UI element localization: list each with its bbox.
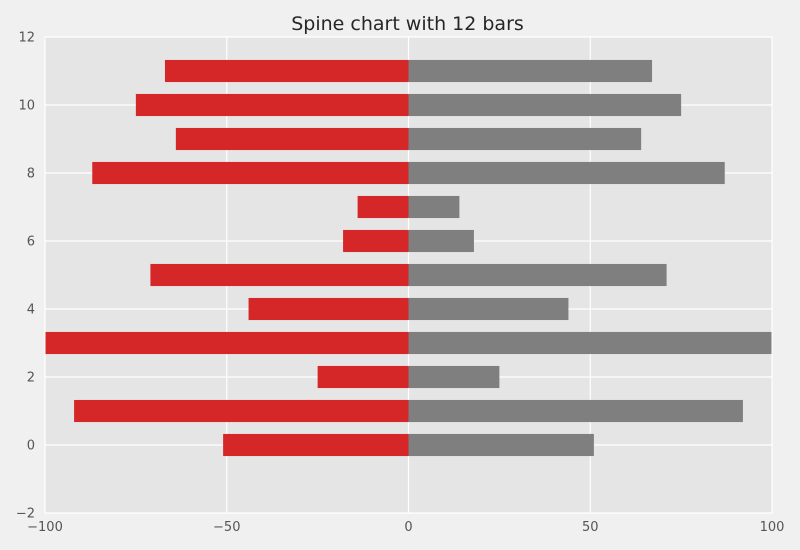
y-tick-label: 8 [27, 167, 35, 182]
y-tick-label: 0 [27, 439, 35, 454]
left-bar-7 [357, 195, 409, 219]
y-tick-label: 6 [27, 235, 35, 250]
left-bar-8 [92, 161, 409, 185]
right-bar-4 [408, 297, 569, 321]
left-bar-3 [45, 331, 409, 355]
y-tick-label: 2 [27, 371, 35, 386]
left-bar-10 [135, 93, 409, 117]
right-bar-11 [408, 59, 653, 83]
left-bar-11 [164, 59, 409, 83]
left-bar-5 [150, 263, 409, 287]
left-bar-1 [74, 399, 409, 423]
right-bar-2 [408, 365, 500, 389]
x-tick-label: 0 [404, 520, 412, 535]
x-tick-label: 50 [582, 520, 599, 535]
x-tick-label: −100 [27, 520, 63, 535]
left-bar-4 [248, 297, 409, 321]
left-bar-0 [223, 433, 409, 457]
right-bar-7 [408, 195, 460, 219]
right-bar-9 [408, 127, 642, 151]
x-tick-label: 100 [760, 520, 785, 535]
x-tick-label: −50 [213, 520, 240, 535]
right-bar-1 [408, 399, 743, 423]
right-bar-6 [408, 229, 474, 253]
right-bar-5 [408, 263, 667, 287]
right-bar-10 [408, 93, 682, 117]
right-bar-8 [408, 161, 725, 185]
left-bar-9 [175, 127, 409, 151]
chart-title: Spine chart with 12 bars [291, 13, 524, 35]
bars [45, 59, 772, 457]
y-tick-label: 12 [18, 31, 35, 46]
y-tick-label: 4 [27, 303, 35, 318]
left-bar-6 [343, 229, 409, 253]
y-tick-label: 10 [18, 99, 35, 114]
right-bar-3 [408, 331, 772, 355]
tick-labels: −100 −50 0 50 100 −2 0 2 4 6 8 10 12 [16, 31, 785, 536]
plot-frame [44, 36, 773, 514]
right-bar-0 [408, 433, 594, 457]
left-bar-2 [317, 365, 409, 389]
y-tick-label: −2 [16, 507, 35, 522]
